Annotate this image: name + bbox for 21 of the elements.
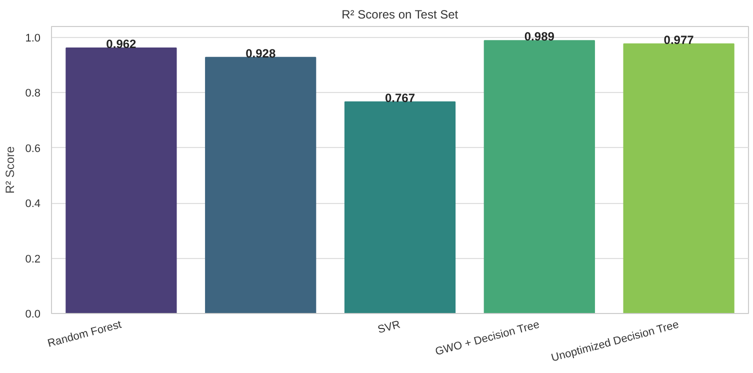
- x-tick-label: Random Forest: [46, 318, 123, 350]
- y-tick-label: 1.0: [25, 32, 41, 45]
- data-label: 0.977: [664, 32, 694, 47]
- y-axis-title: R² Score: [3, 146, 18, 194]
- data-label: 0.928: [246, 46, 276, 60]
- data-label: 0.962: [106, 37, 137, 52]
- x-tick-label: GWO + Decision Tree: [434, 318, 541, 358]
- bar: [623, 43, 734, 314]
- y-tick-label: 0.6: [25, 142, 41, 155]
- y-tick-label: 0.4: [25, 198, 41, 210]
- bar: [344, 101, 456, 314]
- y-tick-label: 0.2: [25, 253, 41, 266]
- x-tick-label: SVR: [376, 318, 402, 336]
- chart-title: R² Scores on Test Set: [342, 8, 459, 22]
- bar: [484, 40, 595, 314]
- bar: [205, 56, 316, 314]
- data-label: 0.767: [384, 90, 416, 105]
- y-tick-label: 0.8: [25, 88, 41, 100]
- bar: [66, 48, 177, 314]
- y-tick-label: 0.0: [25, 308, 41, 320]
- data-label: 0.989: [524, 30, 555, 44]
